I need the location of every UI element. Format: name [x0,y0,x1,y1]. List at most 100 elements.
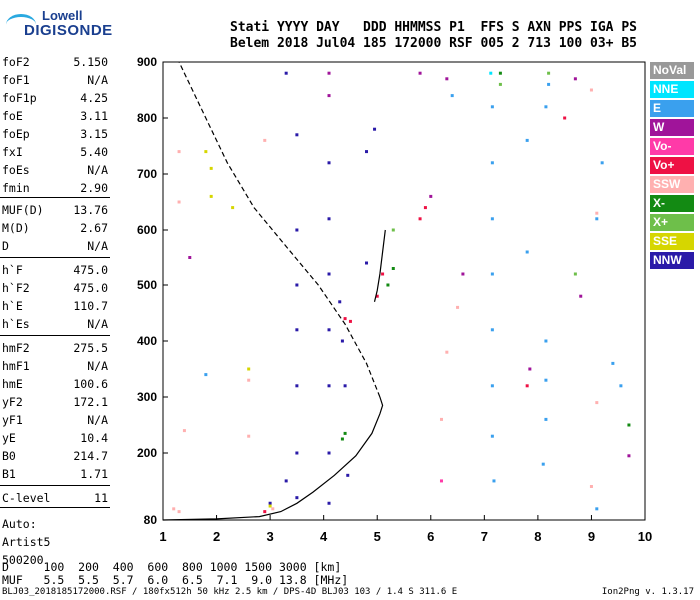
echo-point [295,384,299,388]
legend-item-noval: NoVal [650,62,694,79]
echo-point [295,283,299,287]
x-tick-label: 9 [588,529,595,544]
echo-point [231,206,235,210]
param-value: 5.40 [80,145,108,159]
echo-point [490,328,494,332]
echo-point [327,272,331,276]
echo-point [429,194,433,198]
echo-point [268,504,272,508]
echo-point [340,437,344,441]
param-value: N/A [87,413,108,427]
param-key: M(D) [2,221,30,235]
legend-item-e: E [650,100,694,117]
echo-point [627,454,631,458]
auto-scaling-l3: 500200 [2,553,44,567]
echo-point [439,417,443,421]
echo-point [490,161,494,165]
echo-point [619,384,623,388]
echo-point [295,133,299,137]
echo-point [295,496,299,500]
muf-values-row: MUF 5.5 5.5 5.7 6.0 6.5 7.1 9.0 13.8 [MH… [2,573,349,587]
param-value: 10.4 [80,431,108,445]
header-row-values: Belem 2018 Jul04 185 172000 RSF 005 2 71… [230,36,637,51]
echo-point [391,267,395,270]
echo-point [461,272,465,276]
auto-scaling-l2: Artist5 [2,535,51,549]
echo-point [595,211,599,215]
echo-point [589,485,593,488]
param-key: h`Es [2,317,30,331]
param-value: N/A [87,359,108,373]
echo-point [327,217,331,221]
echo-point [489,71,493,75]
legend-item-w: W [650,119,694,136]
param-value: 5.150 [73,55,108,69]
echo-point [177,150,181,154]
param-row-hf2: h`F2 475.0 [2,281,108,299]
param-value: 2.90 [80,181,108,195]
echo-point [490,434,494,438]
echo-point [490,105,494,109]
echo-point [525,250,529,254]
echo-point [547,71,551,75]
x-tick-label: 8 [534,529,541,544]
echo-point [247,367,251,371]
panel-separator [0,257,110,258]
echo-point [284,71,288,75]
legend-item-x: X+ [650,214,694,231]
param-key: h`F [2,263,23,277]
param-row-md: M(D) 2.67 [2,221,108,239]
param-row-b0: B0 214.7 [2,449,108,467]
echo-point [327,71,331,75]
echo-point [525,384,529,388]
echo-point [263,510,267,514]
panel-separator [0,485,110,486]
muf-distance-row: D 100 200 400 600 800 1000 1500 3000 [km… [2,560,342,574]
echo-point [595,401,599,405]
param-key: foE [2,109,23,123]
param-row-ye: yE 10.4 [2,431,108,449]
param-row-d: D N/A [2,239,108,257]
param-value: N/A [87,317,108,331]
echo-point [204,150,208,154]
x-tick-label: 1 [159,529,166,544]
y-tick-label: 400 [137,334,157,348]
param-row-foe: foE 3.11 [2,109,108,127]
echo-point [209,166,213,170]
legend-item-x: X- [650,195,694,212]
param-key: h`E [2,299,23,313]
y-tick-label: 700 [137,167,157,181]
echo-point [209,194,213,198]
logo-text-lowell: Lowell [42,8,83,23]
param-row-he: h`E 110.7 [2,299,108,317]
echo-point [263,138,267,142]
legend-item-vo: Vo- [650,138,694,155]
echo-point [627,423,631,427]
echo-point [327,94,331,98]
x-tick-label: 2 [213,529,220,544]
echo-point [611,361,615,365]
x-tick-label: 10 [638,529,652,544]
auto-scaling-l1: Auto: [2,517,37,531]
param-row-b1: B1 1.71 [2,467,108,485]
param-key: hmE [2,377,23,391]
param-key: yF2 [2,395,23,409]
echo-point [182,429,186,433]
param-key: C-level [2,491,51,505]
param-value: 3.11 [80,109,108,123]
legend-item-nne: NNE [650,81,694,98]
param-row-hmf1: hmF1 N/A [2,359,108,377]
y-tick-label: 300 [137,390,157,404]
y-tick-label: 200 [137,446,157,460]
echo-point [547,82,551,86]
param-row-foep: foEp 3.15 [2,127,108,145]
panel-separator [0,335,110,336]
echo-point [544,105,548,109]
param-value: 110.7 [73,299,108,313]
param-value: 172.1 [73,395,108,409]
param-key: D [2,239,9,253]
echo-point [375,294,379,298]
echo-point [343,384,347,388]
param-value: 214.7 [73,449,108,463]
